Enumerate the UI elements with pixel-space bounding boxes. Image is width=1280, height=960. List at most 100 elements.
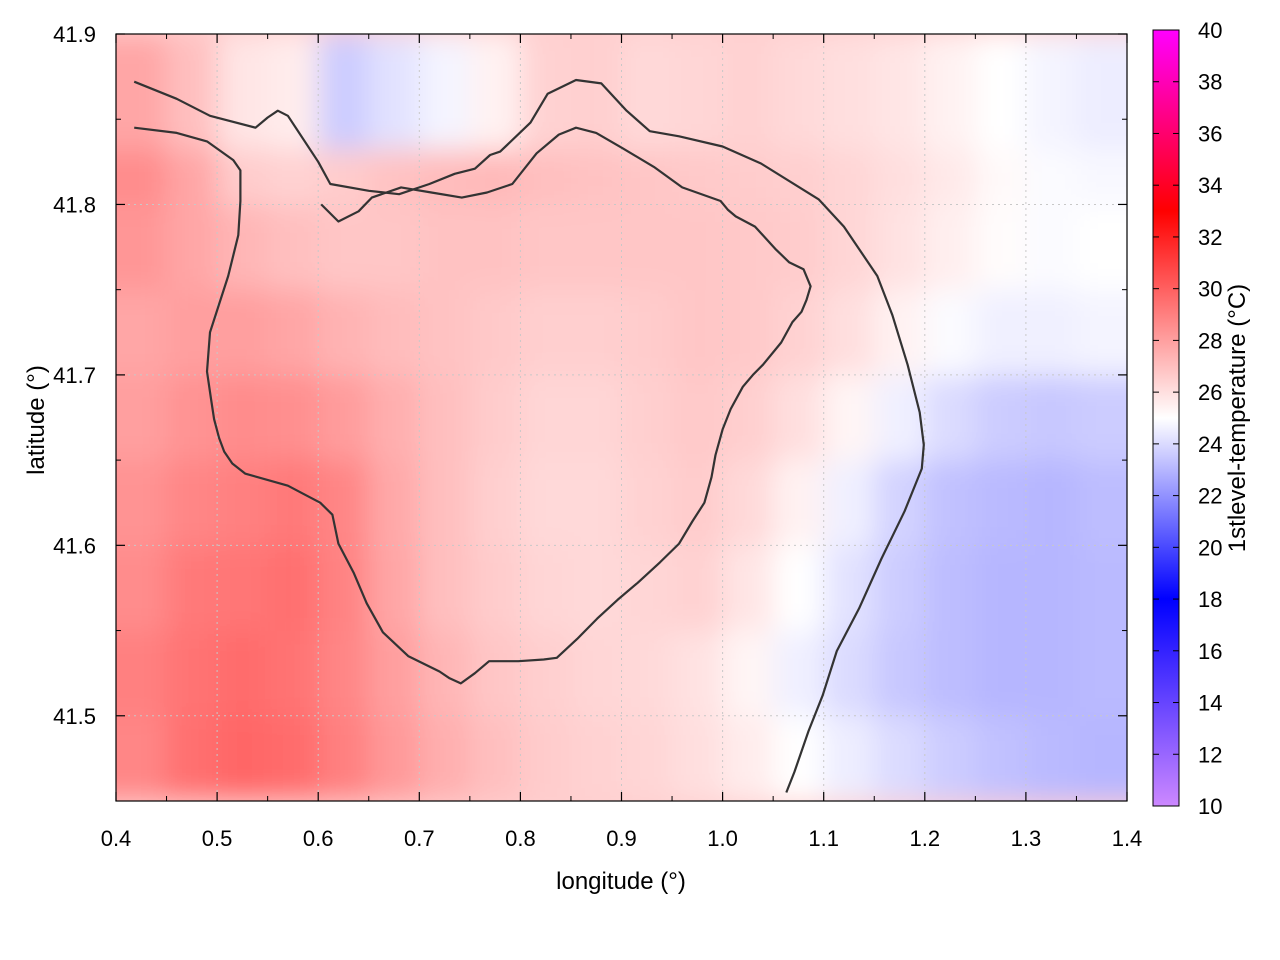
- heatmap-cell: [419, 630, 471, 717]
- heatmap-cell: [116, 460, 168, 546]
- colorbar-tick-label: 14: [1198, 691, 1222, 716]
- heatmap-cell: [924, 460, 976, 546]
- heatmap-cell: [672, 460, 724, 546]
- colorbar-tick-label: 10: [1198, 794, 1222, 819]
- heatmap-cell: [166, 460, 218, 546]
- heatmap-cell: [924, 289, 976, 376]
- heatmap-cell: [621, 460, 673, 546]
- heatmap-cell: [116, 630, 168, 717]
- heatmap-cell: [874, 374, 926, 461]
- heatmap-cell: [368, 289, 420, 376]
- heatmap-cell: [217, 289, 269, 376]
- heatmap-cell: [368, 630, 420, 717]
- heatmap-cell: [1076, 34, 1127, 150]
- heatmap-cell: [267, 289, 319, 376]
- heatmap-cell: [368, 204, 420, 291]
- colorbar-tick-label: 24: [1198, 432, 1222, 457]
- heatmap-cell: [1025, 374, 1077, 461]
- heatmap-cell: [1076, 204, 1127, 291]
- heatmap-cell: [520, 204, 572, 291]
- heatmap-cell: [924, 34, 976, 150]
- heatmap-cell: [975, 374, 1027, 461]
- colorbar-tick-label: 40: [1198, 18, 1222, 43]
- heatmap-cell: [621, 289, 673, 376]
- heatmap-cell: [267, 630, 319, 717]
- heatmap-cell: [469, 630, 521, 717]
- heatmap-cell: [217, 204, 269, 291]
- x-tick-label: 1.3: [1011, 826, 1042, 851]
- heatmap-cell: [570, 204, 622, 291]
- colorbar-tick-label: 18: [1198, 587, 1222, 612]
- heatmap-cell: [570, 289, 622, 376]
- heatmap-cell: [975, 204, 1027, 291]
- heatmap-cell: [1076, 289, 1127, 376]
- colorbar-tick-label: 22: [1198, 484, 1222, 509]
- heatmap-cell: [419, 204, 471, 291]
- heatmap-cell: [570, 34, 622, 150]
- heatmap-cell: [1025, 289, 1077, 376]
- heatmap-cell: [672, 204, 724, 291]
- heatmap-cell: [166, 204, 218, 291]
- x-tick-label: 0.4: [101, 826, 132, 851]
- heatmap-cell: [318, 374, 370, 461]
- colorbar-tick-label: 28: [1198, 328, 1222, 353]
- colorbar-tick-label: 38: [1198, 70, 1222, 95]
- colorbar-tick-label: 36: [1198, 121, 1222, 146]
- heatmap-cell: [823, 374, 875, 461]
- heatmap-cell: [722, 630, 774, 717]
- heatmap-cell: [116, 545, 168, 632]
- heatmap-cell: [469, 34, 521, 150]
- heatmap-cell: [1025, 545, 1077, 632]
- heatmap-cell: [419, 374, 471, 461]
- heatmap-cell: [1076, 545, 1127, 632]
- x-axis-title: longitude (°): [556, 868, 686, 895]
- y-axis-tick-labels: 41.5 41.6 41.7 41.8 41.9: [53, 22, 96, 729]
- heatmap-cell: [722, 204, 774, 291]
- heatmap-cell: [621, 204, 673, 291]
- heatmap-cell: [874, 545, 926, 632]
- heatmap-cell: [419, 545, 471, 632]
- heatmap-cell: [924, 204, 976, 291]
- heatmap-cell: [419, 34, 471, 150]
- heatmap-cell: [874, 34, 926, 150]
- heatmap-cell: [773, 630, 825, 717]
- heatmap-cell: [874, 460, 926, 546]
- heatmap-cell: [469, 289, 521, 376]
- x-tick-label: 1.4: [1112, 826, 1143, 851]
- heatmap-cell: [469, 204, 521, 291]
- heatmap-cell: [621, 34, 673, 150]
- heatmap-cell: [166, 630, 218, 717]
- y-tick-label: 41.7: [53, 363, 96, 388]
- heatmap-cell: [722, 374, 774, 461]
- heatmap-cell: [874, 204, 926, 291]
- heatmap-cell: [823, 630, 875, 717]
- heatmap-cell: [773, 289, 825, 376]
- heatmap-cell: [722, 34, 774, 150]
- colorbar-tick-label: 26: [1198, 380, 1222, 405]
- heatmap-cell: [570, 630, 622, 717]
- heatmap-cell: [217, 34, 269, 150]
- heatmap-cell: [672, 374, 724, 461]
- heatmap-cell: [469, 545, 521, 632]
- heatmap-cell: [823, 204, 875, 291]
- heatmap-cell: [267, 460, 319, 546]
- heatmap-cell: [621, 374, 673, 461]
- axis-tick-marks: [115, 33, 1128, 801]
- heatmap-cell: [621, 630, 673, 717]
- heatmap-cell: [520, 630, 572, 717]
- heatmap-cell: [267, 545, 319, 632]
- heatmap-cell: [1025, 630, 1077, 717]
- heatmap-cell: [874, 630, 926, 717]
- contour-lines: [133, 78, 925, 793]
- heatmap-cell: [116, 204, 168, 291]
- heatmap-cell: [773, 545, 825, 632]
- heatmap-cell: [469, 460, 521, 546]
- heatmap-cell: [318, 34, 370, 150]
- heatmap-cell: [773, 460, 825, 546]
- heatmap-cell: [570, 374, 622, 461]
- colorbar-tick-labels: 10 12 14 16 18 20 22 24 26 28 30 32 34 36 38 40: [1198, 18, 1222, 819]
- heatmap-cell: [318, 204, 370, 291]
- heatmap-cell: [116, 289, 168, 376]
- heatmap-cell: [368, 545, 420, 632]
